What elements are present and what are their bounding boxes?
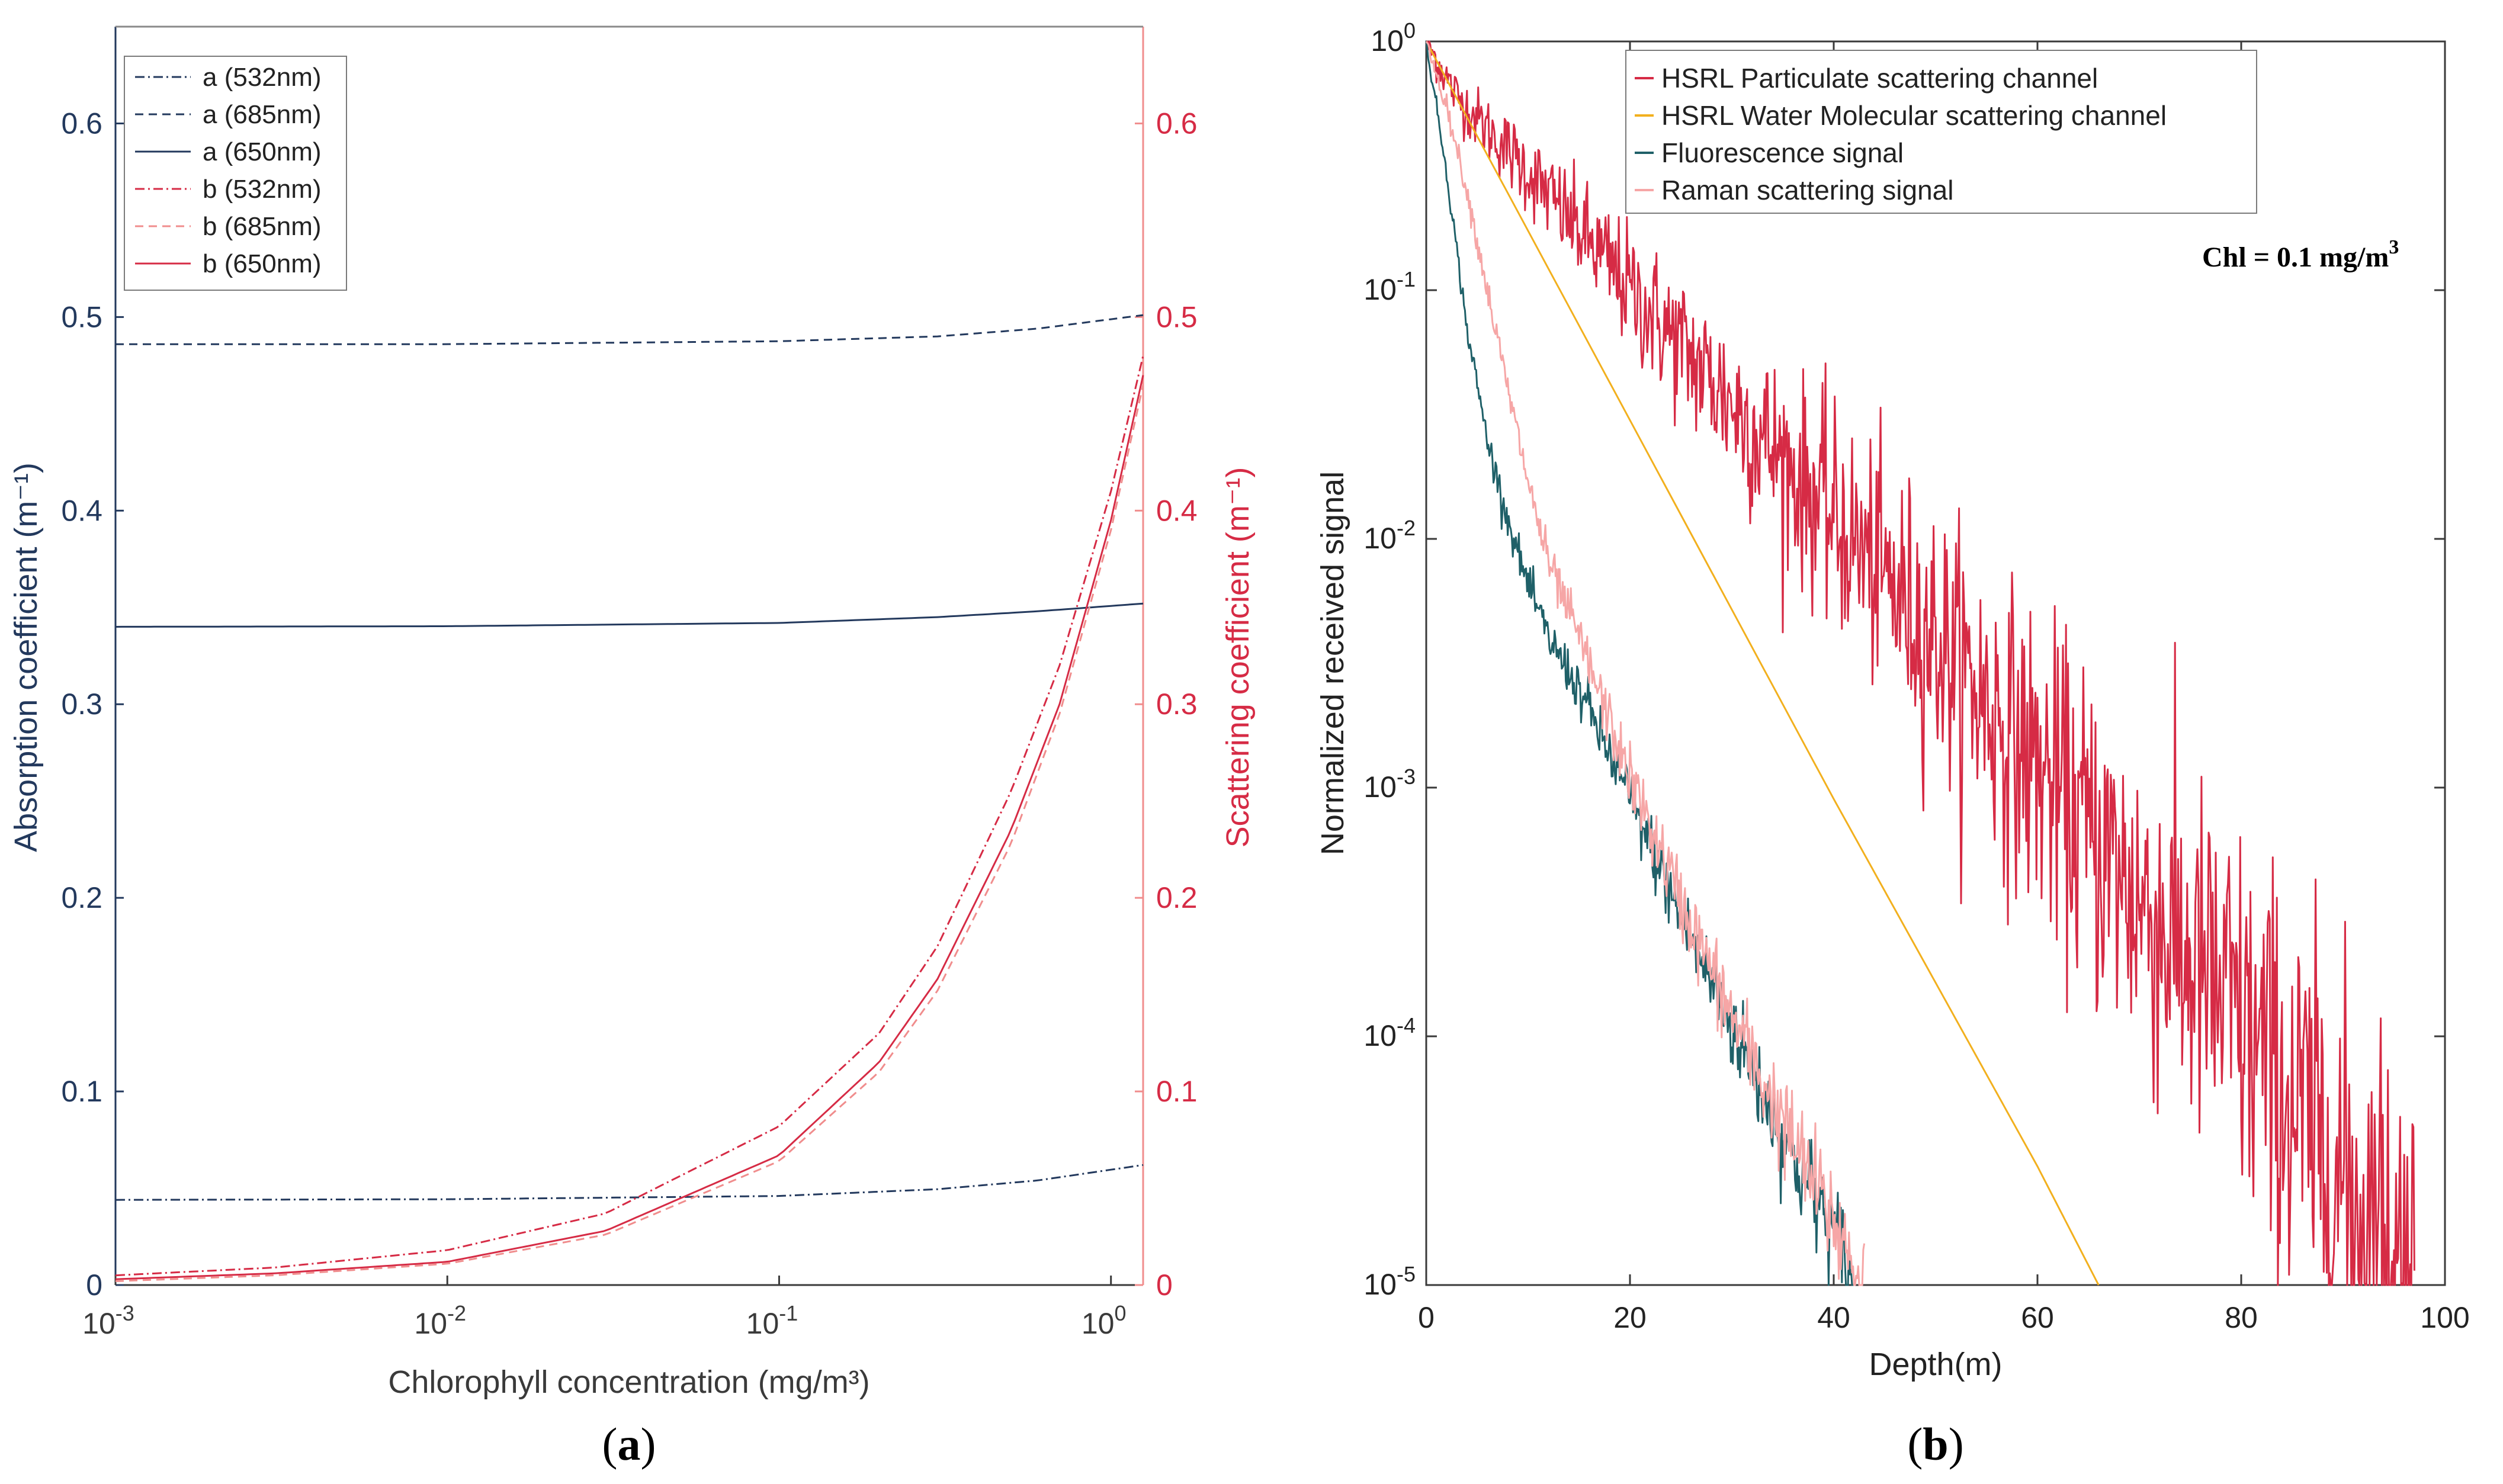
absorption-tick-label: 0.2	[61, 881, 102, 914]
concentration-tick-label: 10-3	[82, 1301, 134, 1340]
signal-tick-label: 100	[1371, 18, 1416, 57]
series-line-hsrl-water-molecular-scattering-channel	[1425, 41, 2100, 1286]
depth-tick-label: 80	[2225, 1301, 2258, 1334]
absorption-tick-label: 0.3	[61, 688, 102, 721]
depth-tick-label: 0	[1418, 1301, 1435, 1334]
signal-tick-label: 10-1	[1363, 267, 1416, 306]
scattering-tick-label: 0.5	[1156, 300, 1198, 333]
legend-label: HSRL Particulate scattering channel	[1661, 63, 2098, 94]
scattering-tick-label: 0.2	[1156, 881, 1198, 914]
absorption-tick-label: 0.1	[61, 1075, 102, 1108]
legend-label: b (650nm)	[203, 249, 322, 278]
absorption-tick-label: 0.4	[61, 494, 102, 527]
legend-label: a (685nm)	[203, 100, 322, 129]
series-line-hsrl-particulate-scattering-channel	[1425, 40, 2415, 1286]
series-line-b-685nm	[115, 384, 1144, 1282]
absorption-tick-label: 0.6	[61, 107, 102, 140]
series-line-a-685nm	[115, 314, 1144, 345]
absorption-tick-label: 0.5	[61, 300, 102, 333]
series-line-b-532nm	[115, 355, 1144, 1277]
scattering-tick-label: 0.1	[1156, 1075, 1198, 1108]
panel-a-series	[115, 314, 1144, 1282]
scattering-y-label: Scattering coefficient (m⁻¹)	[1220, 467, 1256, 848]
depth-x-label: Depth(m)	[1869, 1347, 2002, 1382]
signal-tick-label: 10-5	[1363, 1262, 1416, 1301]
absorption-tick-label: 0	[86, 1268, 102, 1302]
legend-label: b (532nm)	[203, 175, 322, 204]
panel-b-series	[1425, 40, 2415, 1286]
panel-a-letter: a	[618, 1418, 641, 1470]
depth-tick-label: 20	[1613, 1301, 1647, 1334]
signal-y-ticks: 100 10-1 10-2 10-3 10-4 10-5	[1363, 18, 2445, 1301]
scattering-y-ticks: 0 0.1 0.2 0.3 0.4 0.5 0.6	[1135, 107, 1198, 1302]
panel-b-label: (b)	[1907, 1418, 1963, 1470]
signal-tick-label: 10-4	[1363, 1013, 1416, 1052]
panel-b-chart: 100 10-1 10-2 10-3 10-4 10-5 0 20 40 60 80 100 HSR…	[1315, 18, 2470, 1470]
depth-tick-label: 100	[2420, 1301, 2469, 1334]
legend-box	[124, 56, 347, 291]
panel-a-legend: a (532nm) a (685nm) a (650nm) b (532nm) b (6…	[124, 56, 347, 291]
panel-a-chart: 00.10.20.30.40.50.6 00.10.20.30.40.50.6 …	[8, 25, 1256, 1470]
panel-b-letter: b	[1923, 1418, 1948, 1470]
legend-label: Raman scattering signal	[1661, 175, 1953, 205]
concentration-tick-label: 10-1	[746, 1301, 798, 1340]
absorption-y-ticks: 0 0.1 0.2 0.3 0.4 0.5 0.6	[61, 107, 124, 1302]
depth-tick-label: 40	[1817, 1301, 1850, 1334]
legend-label: a (650nm)	[203, 137, 322, 166]
scattering-tick-label: 0	[1156, 1268, 1173, 1302]
concentration-tick-label: 100	[1082, 1301, 1127, 1340]
chl-annotation: Chl = 0.1 mg/m3	[2202, 236, 2399, 273]
series-line-b-650nm	[115, 375, 1144, 1280]
signal-tick-label: 10-2	[1363, 516, 1416, 555]
legend-label: Fluorescence signal	[1661, 137, 1904, 168]
depth-x-ticks: 0 20 40 60 80 100	[1418, 41, 2470, 1334]
legend-box	[1625, 50, 2257, 214]
absorption-y-label: Absorption coefficient (m⁻¹)	[8, 462, 44, 852]
signal-tick-label: 10-3	[1363, 765, 1416, 804]
legend-label: a (532nm)	[203, 63, 322, 92]
concentration-x-ticks: 10-3 10-2 10-1 100	[82, 1276, 1127, 1340]
panel-b-frame	[1425, 40, 2446, 1286]
scattering-tick-label: 0.4	[1156, 494, 1198, 527]
scattering-tick-label: 0.6	[1156, 107, 1198, 140]
depth-tick-label: 60	[2021, 1301, 2054, 1334]
series-line-a-650nm	[115, 602, 1144, 628]
signal-y-label: Normalized received signal	[1315, 471, 1350, 855]
series-line-raman-scattering-signal	[1425, 41, 1866, 1286]
concentration-tick-label: 10-2	[414, 1301, 466, 1340]
series-line-a-532nm	[115, 1164, 1144, 1201]
legend-label: b (685nm)	[203, 212, 322, 241]
legend-label: HSRL Water Molecular scattering channel	[1661, 100, 2167, 131]
panel-b-legend: HSRL Particulate scattering channel HSRL …	[1625, 50, 2257, 214]
scattering-tick-label: 0.3	[1156, 688, 1198, 721]
concentration-x-label: Chlorophyll concentration (mg/m³)	[388, 1364, 869, 1400]
panel-a-label: (a)	[602, 1418, 656, 1470]
